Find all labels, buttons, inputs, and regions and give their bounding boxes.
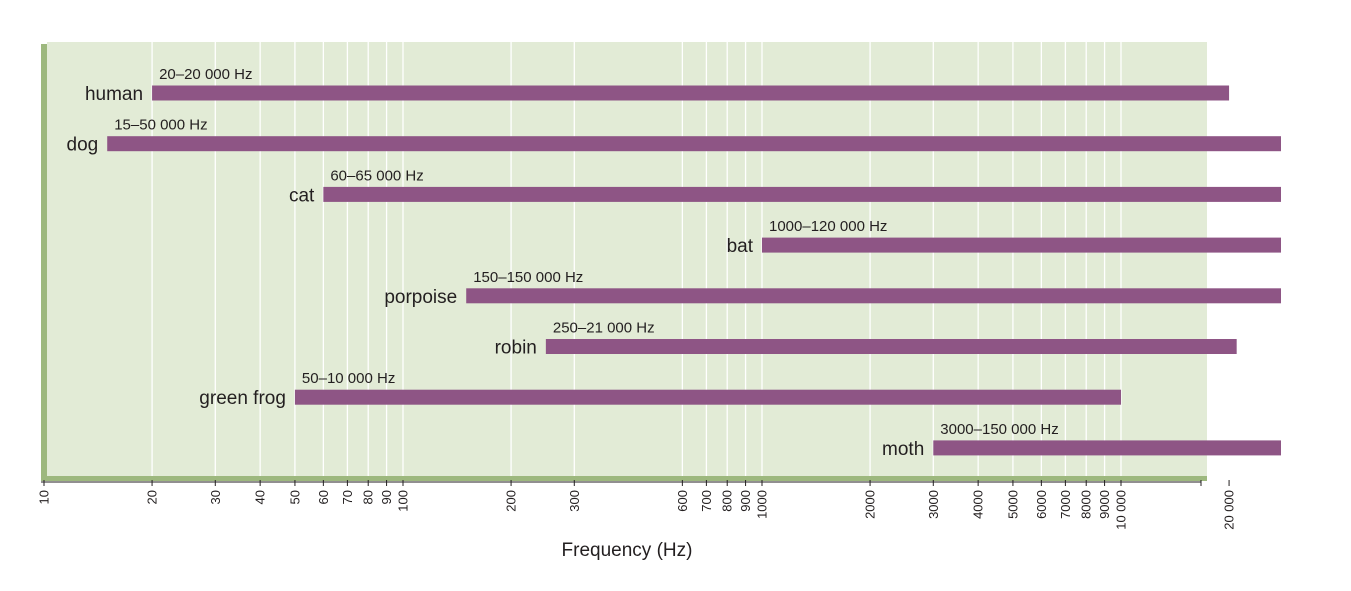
animal-label: green frog: [199, 388, 286, 409]
range-bar-robin: [545, 339, 1237, 354]
range-label: 250–21 000 Hz: [553, 320, 655, 337]
x-tick-label: 10 000: [1114, 490, 1129, 530]
range-label: 50–10 000 Hz: [302, 370, 395, 387]
x-tick-label: 3000: [926, 490, 941, 519]
x-axis-label: Frequency (Hz): [562, 540, 693, 561]
x-tick-label: 90: [379, 490, 394, 504]
x-tick-label: 300: [567, 490, 582, 512]
x-tick-label: 800: [720, 490, 735, 512]
x-tick-label: 4000: [971, 490, 986, 519]
range-bar-dog: [107, 136, 1281, 152]
x-tick-label: 6000: [1034, 490, 1049, 519]
animal-label: cat: [289, 185, 315, 206]
range-label: 150–150 000 Hz: [473, 269, 583, 286]
animal-label: robin: [495, 338, 537, 359]
x-tick-label: 200: [504, 490, 519, 512]
x-tick-label: 700: [699, 490, 714, 512]
x-tick-label: 7000: [1058, 490, 1073, 519]
animal-label: dog: [67, 135, 99, 156]
range-label: 20–20 000 Hz: [159, 66, 252, 83]
x-tick-label: 600: [675, 490, 690, 512]
animal-label: human: [85, 84, 143, 105]
x-tick-label: 80: [361, 490, 376, 504]
range-bar-porpoise: [466, 288, 1281, 304]
range-bar-human: [152, 85, 1230, 101]
range-label: 3000–150 000 Hz: [940, 421, 1058, 438]
x-tick-label: 40: [253, 490, 268, 504]
animal-label: porpoise: [384, 287, 457, 308]
x-tick-label: 5000: [1005, 490, 1020, 519]
x-tick-label: 8000: [1079, 490, 1094, 519]
x-tick-label: 1000: [755, 490, 770, 519]
panel-left-edge: [41, 44, 47, 481]
animal-label: bat: [727, 236, 754, 257]
x-tick-label: 2000: [863, 490, 878, 519]
x-tick-label: 9000: [1097, 490, 1112, 519]
x-tick-label: 30: [208, 490, 223, 504]
x-tick-label: 900: [738, 490, 753, 512]
x-tick-label: 20: [145, 490, 160, 504]
x-tick-label: 60: [316, 490, 331, 504]
plot-panel: [47, 42, 1207, 476]
animal-label: moth: [882, 439, 924, 460]
range-bar-cat: [323, 186, 1281, 202]
range-bar-green-frog: [294, 389, 1121, 405]
x-tick-label: 100: [396, 490, 411, 512]
x-tick-label: 20 000: [1222, 490, 1237, 530]
x-tick-label: 10: [37, 490, 52, 504]
range-label: 15–50 000 Hz: [114, 117, 207, 134]
panel-bottom-edge: [41, 476, 1207, 481]
range-bar-moth: [933, 440, 1281, 456]
range-label: 60–65 000 Hz: [330, 167, 423, 184]
x-tick-label: 70: [340, 490, 355, 504]
x-tick-label: 50: [287, 490, 302, 504]
range-label: 1000–120 000 Hz: [769, 218, 887, 235]
range-bar-bat: [762, 237, 1281, 253]
